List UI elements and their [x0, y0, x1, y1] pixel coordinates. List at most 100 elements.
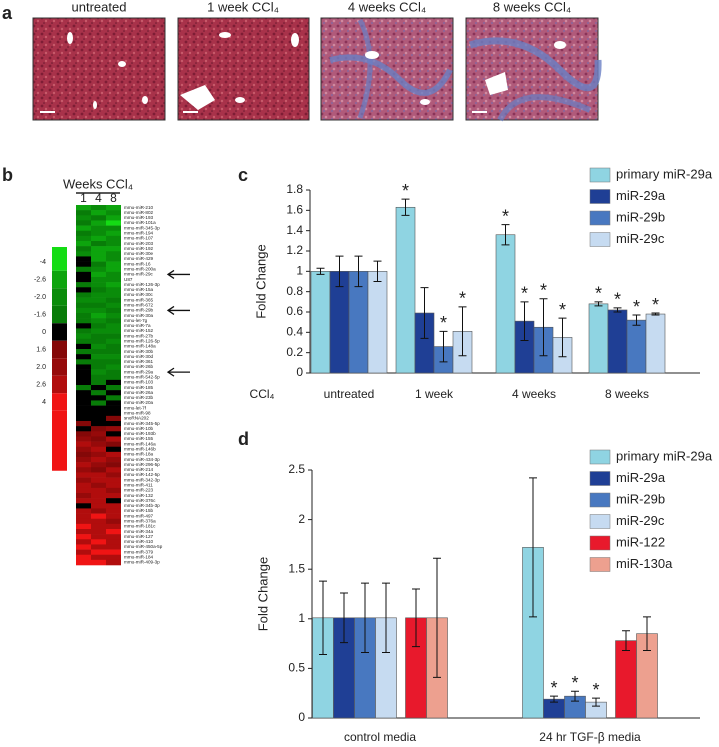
heat-cell — [76, 518, 91, 525]
heat-cell — [91, 364, 106, 370]
y-axis-label: Fold Change — [253, 244, 268, 318]
heat-cell — [91, 410, 106, 417]
row-label: mmu-miR-103 — [124, 380, 154, 385]
heat-cell — [106, 307, 121, 314]
error-bar — [529, 477, 537, 618]
heat-cell — [76, 441, 91, 448]
heat-cell — [106, 261, 121, 268]
row-label: mmu-miR-214 — [124, 467, 154, 472]
panel-letter: d — [238, 429, 249, 449]
heat-cell — [106, 415, 121, 422]
significance-marker: * — [633, 297, 640, 317]
heat-cell — [106, 493, 121, 499]
heat-cell — [76, 302, 91, 309]
legend-label: miR-130a — [616, 556, 673, 571]
heat-cell — [106, 359, 121, 365]
error-bar — [550, 695, 558, 703]
heat-cell — [106, 385, 121, 391]
y-tick-label: 0 — [298, 710, 305, 724]
heat-cell — [76, 210, 91, 216]
heat-cell — [76, 554, 91, 561]
error-bar — [412, 588, 420, 648]
heat-cell — [106, 379, 121, 386]
heat-cell — [76, 523, 91, 530]
heat-cell — [106, 343, 121, 350]
heat-cell — [76, 559, 91, 566]
row-label: mmu-miR-365 — [124, 297, 154, 302]
heat-cell — [91, 230, 106, 237]
column-label: 8 — [110, 191, 117, 205]
row-label: mmu-miR-193b — [124, 431, 156, 436]
heat-cell — [91, 307, 106, 314]
heat-cell — [106, 354, 121, 360]
heat-cell — [76, 266, 91, 273]
heat-cell — [91, 205, 106, 211]
heat-cell — [106, 554, 121, 561]
bar — [626, 319, 647, 374]
heat-cell — [106, 529, 121, 535]
heat-cell — [106, 235, 121, 242]
row-label: mmu-miR-193 — [124, 215, 154, 220]
heat-cell — [106, 395, 121, 401]
heat-cell — [91, 302, 106, 309]
heat-cell — [91, 529, 106, 535]
micrograph — [465, 17, 602, 122]
row-label: mmu-miR-361 — [124, 359, 154, 364]
row-label: mmu-miR-29a — [124, 369, 154, 374]
heat-cell — [91, 256, 106, 262]
error-bar — [501, 224, 510, 246]
heat-cell — [76, 354, 91, 360]
heat-cell — [106, 282, 121, 288]
row-label: mmu-miR-29b — [124, 308, 154, 313]
heat-cell — [91, 421, 106, 427]
heat-cell — [106, 405, 121, 412]
heat-cell — [76, 369, 91, 376]
row-label: mmu-miR-497 — [124, 513, 154, 518]
heat-cell — [91, 354, 106, 360]
x-tick-label: 24 hr TGF-β media — [539, 730, 641, 744]
x-tick-label: untreated — [324, 387, 375, 401]
heat-cell — [106, 328, 121, 334]
heat-cell — [76, 307, 91, 314]
heat-cell — [106, 457, 121, 463]
heat-cell — [106, 559, 121, 566]
heat-cell — [91, 385, 106, 391]
heat-cell — [76, 256, 91, 262]
heat-cell — [91, 554, 106, 561]
heat-cell — [76, 251, 91, 257]
significance-marker: * — [402, 181, 409, 201]
error-bar — [354, 255, 363, 288]
heat-cell — [106, 369, 121, 376]
heat-cell — [106, 251, 121, 257]
row-label: mmu-miR-296-5p — [124, 462, 160, 467]
legend-label: primary miR-29a — [616, 448, 713, 463]
heat-cell — [106, 390, 121, 396]
row-label: mmu-miR-26a — [124, 390, 154, 395]
image-label: 8 weeks CCl₄ — [493, 0, 571, 14]
significance-marker: * — [559, 300, 566, 320]
row-label: mmu-miR-345-3p — [124, 225, 160, 230]
panel-letter: c — [238, 165, 248, 185]
heat-cell — [76, 379, 91, 386]
heat-cell — [91, 271, 106, 278]
heat-cell — [106, 508, 121, 514]
row-label: mmu-miR-200a — [124, 267, 156, 272]
legend-swatch — [589, 167, 611, 183]
row-label: mmu-miR-409-3p — [124, 560, 160, 565]
legend-label: miR-29b — [616, 491, 665, 506]
significance-marker: * — [592, 680, 599, 700]
heat-cell — [76, 405, 91, 412]
heat-cell — [106, 431, 121, 437]
row-label: mmu-miR-184 — [124, 555, 154, 560]
heat-cell — [76, 457, 91, 463]
heat-cell — [91, 446, 106, 453]
heat-cell — [91, 549, 106, 556]
scale-label: 1.6 — [36, 346, 46, 353]
significance-marker: * — [521, 284, 528, 304]
heat-cell — [76, 487, 91, 494]
heat-cell — [106, 323, 121, 329]
heat-cell — [91, 503, 106, 509]
heat-cell — [106, 518, 121, 525]
heat-cell — [91, 379, 106, 386]
row-label: mmu-miR-30a — [124, 313, 154, 318]
